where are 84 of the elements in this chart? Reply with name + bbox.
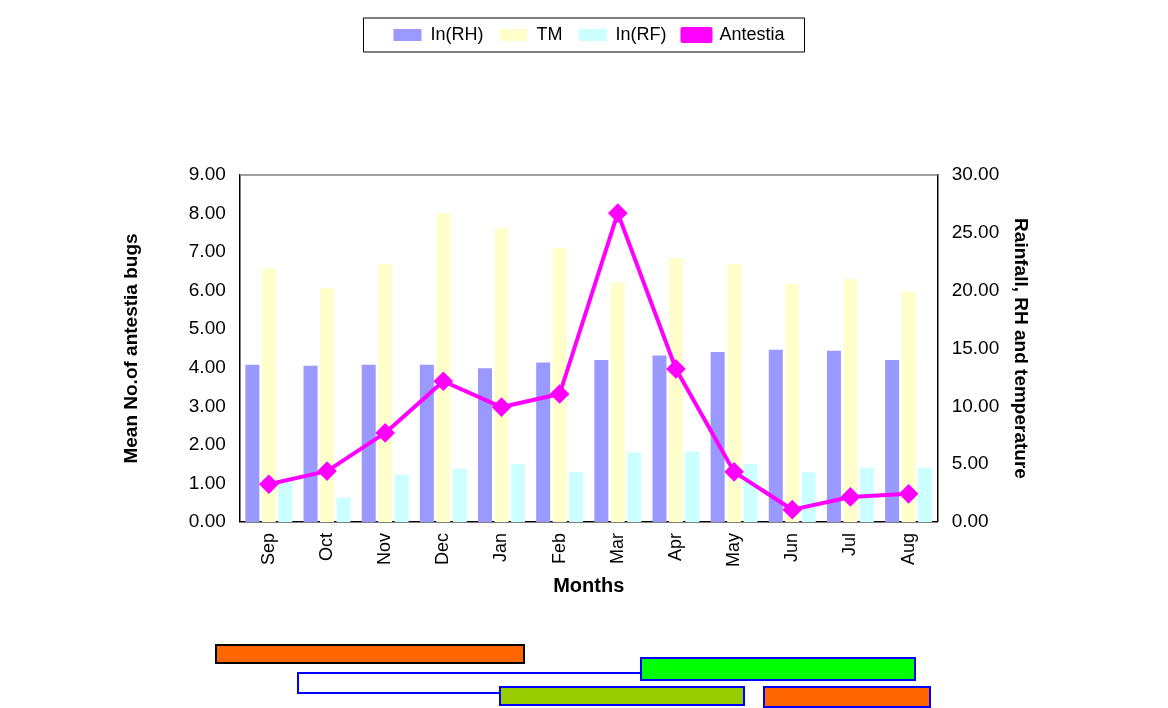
legend-label: TM: [536, 23, 563, 44]
bar: [826, 350, 841, 522]
y2-tick-label: 15.00: [951, 336, 1000, 358]
point: [259, 475, 278, 494]
bar: [885, 360, 900, 522]
bar: [320, 288, 335, 522]
bar: [785, 283, 800, 522]
x-tick-label: Oct: [315, 533, 336, 562]
y2-tick-label: 10.00: [951, 394, 1000, 416]
point: [608, 204, 627, 223]
x-tick-label: Mar: [606, 532, 627, 564]
bar: [336, 497, 351, 522]
bar: [378, 264, 393, 522]
bar: [536, 362, 551, 522]
legend-label: In(RH): [430, 23, 484, 44]
x-tick-label: Jul: [839, 533, 860, 557]
bar: [419, 364, 434, 522]
x-tick-label: May: [723, 533, 744, 568]
y-tick-label: 2.00: [188, 433, 226, 455]
point: [376, 423, 395, 442]
point: [434, 372, 453, 391]
x-axis-title: Months: [553, 573, 625, 596]
point: [841, 487, 860, 506]
bar: [901, 291, 916, 522]
bar: [743, 464, 758, 522]
y-tick-label: 4.00: [188, 356, 226, 378]
bar: [594, 360, 609, 522]
legend-label: Antestia: [719, 23, 786, 44]
bar: [668, 258, 683, 522]
bar: [843, 279, 858, 522]
x-tick-label: Sep: [257, 533, 278, 566]
y2-tick-label: 25.00: [951, 221, 1000, 243]
x-tick-label: Nov: [374, 533, 395, 566]
bar: [710, 351, 725, 522]
bar: [685, 451, 700, 522]
bar: [768, 349, 783, 522]
y-axis-title: Mean No.of antestia bugs: [119, 233, 141, 464]
point: [783, 500, 802, 519]
bar: [801, 472, 816, 522]
bar: [303, 365, 318, 522]
legend-label: In(RF): [615, 23, 667, 44]
y2-tick-label: 20.00: [951, 278, 1000, 300]
bar: [494, 228, 509, 522]
y-tick-label: 9.00: [188, 163, 226, 185]
bar: [361, 364, 376, 522]
bar: [278, 480, 293, 522]
bar: [478, 368, 493, 522]
point: [666, 359, 685, 378]
x-tick-label: Aug: [897, 533, 918, 566]
point: [318, 462, 337, 481]
bar: [436, 213, 451, 522]
bar: [727, 264, 742, 522]
y-tick-label: 8.00: [188, 201, 226, 223]
bar: [452, 468, 467, 522]
point: [550, 384, 569, 403]
bar: [394, 474, 409, 522]
bar: [552, 247, 567, 522]
y-tick-label: 5.00: [188, 317, 226, 339]
bar: [627, 452, 642, 522]
x-tick-label: Apr: [664, 532, 685, 562]
y-tick-label: 6.00: [188, 278, 226, 300]
y-tick-label: 7.00: [188, 240, 226, 262]
y-tick-label: 3.00: [188, 394, 226, 416]
point: [492, 398, 511, 417]
y2-tick-label: 30.00: [951, 163, 1000, 185]
x-tick-label: Feb: [548, 533, 569, 565]
y2-tick-label: 5.00: [951, 452, 989, 474]
bar: [261, 268, 276, 522]
bar: [569, 472, 584, 522]
x-tick-label: Jun: [781, 533, 802, 563]
bar: [510, 464, 525, 522]
x-tick-label: Jan: [490, 533, 511, 563]
bar: [859, 467, 874, 522]
bar: [918, 467, 933, 522]
y-tick-label: 1.00: [188, 471, 226, 493]
x-tick-label: Dec: [432, 533, 453, 566]
bar: [245, 364, 260, 522]
y-tick-label: 0.00: [188, 510, 226, 532]
y2-tick-label: 0.00: [951, 510, 989, 532]
bar: [610, 282, 625, 522]
point: [725, 462, 744, 481]
y2-axis-title: Rainfall, RH and temperature: [1011, 218, 1033, 479]
point: [899, 484, 918, 503]
bar: [652, 355, 667, 522]
